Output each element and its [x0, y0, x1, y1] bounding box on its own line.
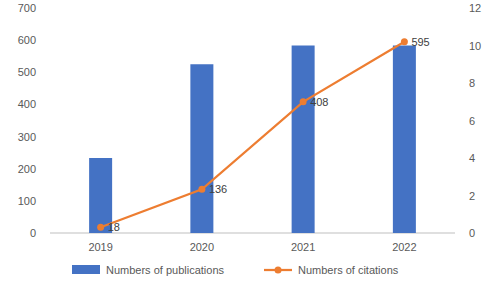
- y2-tick-label: 10: [469, 40, 481, 52]
- y2-tick-label: 12: [469, 2, 481, 14]
- data-labels: 18 136 408 595: [108, 36, 430, 233]
- bar: [292, 46, 315, 234]
- legend-label: Numbers of citations: [298, 264, 399, 276]
- y-tick-label: 100: [18, 195, 36, 207]
- legend: Numbers of publications Numbers of citati…: [72, 264, 399, 276]
- marker: [198, 186, 205, 193]
- y2-tick-label: 0: [469, 227, 475, 239]
- marker: [300, 98, 307, 105]
- y-tick-label: 200: [18, 163, 36, 175]
- line: [101, 42, 405, 227]
- data-label: 408: [310, 96, 328, 108]
- data-label: 136: [209, 183, 227, 195]
- bar: [393, 46, 416, 234]
- y2-tick-label: 6: [469, 115, 475, 127]
- y-tick-label: 0: [30, 227, 36, 239]
- marker: [401, 38, 408, 45]
- bar: [190, 64, 213, 233]
- y-tick-label: 300: [18, 131, 36, 143]
- x-tick-label: 2020: [190, 241, 214, 253]
- x-tick-label: 2022: [392, 241, 416, 253]
- legend-marker: [275, 267, 282, 274]
- y-tick-label: 600: [18, 34, 36, 46]
- y-tick-label: 700: [18, 2, 36, 14]
- legend-swatch: [72, 265, 100, 274]
- y2-tick-label: 4: [469, 152, 475, 164]
- x-tick-label: 2021: [291, 241, 315, 253]
- y2-tick-label: 8: [469, 77, 475, 89]
- y-tick-label: 400: [18, 98, 36, 110]
- legend-label: Numbers of publications: [106, 264, 225, 276]
- chart: 0 100 200 300 400 500 600 700 0 2 4 6 8 10 12 2019 2020 2…: [0, 0, 500, 286]
- data-label: 18: [108, 221, 120, 233]
- x-tick-label: 2019: [88, 241, 112, 253]
- y2-tick-label: 2: [469, 190, 475, 202]
- marker: [97, 224, 104, 231]
- data-label: 595: [411, 36, 429, 48]
- y-tick-label: 500: [18, 66, 36, 78]
- plot-area: [89, 38, 416, 233]
